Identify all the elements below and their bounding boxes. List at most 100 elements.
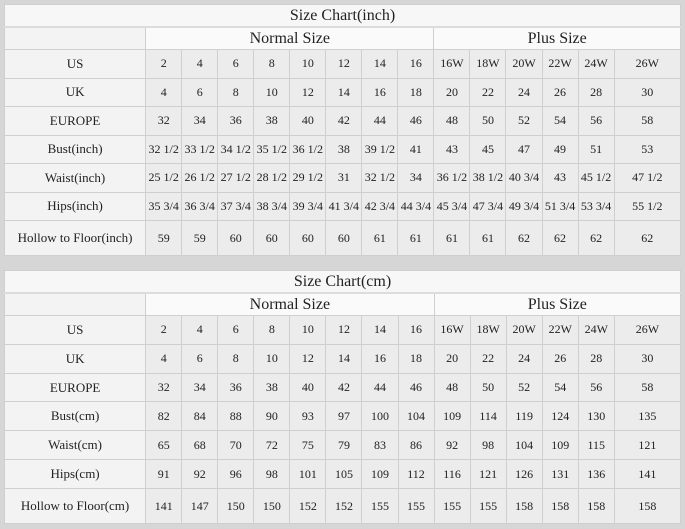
table-cell: 20W [505,315,543,345]
table-cell: 22W [541,49,579,79]
size-chart-inch-table: Size Chart(inch) Normal Size Plus Size US 2 4… [3,4,682,256]
row-label: UK [3,343,147,374]
table-cell: 42 3/4 [361,191,399,221]
table-cell: 141 [145,488,183,524]
table-row: Hips(inch) 35 3/4 36 3/4 37 3/4 38 3/4 39 3/4… [3,191,682,221]
table-cell: 55 1/2 [613,191,682,221]
table-row: Bust(inch) 32 1/2 33 1/2 34 1/2 35 1/2 36 1/2… [3,134,682,164]
table-cell: 4 [181,315,219,345]
table-cell: 32 1/2 [145,134,183,164]
table-cell: 83 [361,430,399,461]
table-cell: 158 [541,488,579,524]
table-cell: 158 [613,488,682,524]
table-cell: 46 [397,372,435,403]
table-row: Waist(inch) 25 1/2 26 1/2 27 1/2 28 1/2 29 1/… [3,163,682,193]
table-cell: 158 [577,488,615,524]
table-cell: 26W [613,315,682,345]
row-label: Hips(inch) [3,191,147,221]
table-cell: 104 [505,430,543,461]
table-cell: 155 [433,488,471,524]
table-row: UK 4 6 8 10 12 14 16 18 20 22 24 26 28 30 [3,343,682,374]
table-cell: 59 [181,220,219,256]
table-cell: 24W [577,315,615,345]
table-row: Hollow to Floor(cm) 141 147 150 150 152 152 155… [3,488,682,524]
table-cell: 36 [217,106,255,136]
table-cell: 38 1/2 [469,163,507,193]
table-row: Bust(cm) 82 84 88 90 93 97 100 104 109 114 119 124 13… [3,401,682,432]
table-cell: 34 [181,372,219,403]
table-cell: 14 [325,343,363,374]
table-cell: 20W [505,49,543,79]
table-cell: 52 [505,106,543,136]
table-cell: 39 1/2 [361,134,399,164]
table-cell: 96 [217,459,255,489]
table-cell: 24 [505,77,543,107]
table-cell: 45 [469,134,507,164]
table-cell: 24 [505,343,543,374]
table-cell: 61 [361,220,399,256]
table-cell: 42 [325,372,363,403]
table-cell: 33 1/2 [181,134,219,164]
table-cell: 22W [541,315,579,345]
table-cell: 8 [217,343,255,374]
table-cell: 26 [541,343,579,374]
table-cell: 109 [433,401,471,432]
table-cell: 58 [613,372,682,403]
table-cell: 49 3/4 [505,191,543,221]
table-cell: 38 [253,372,291,403]
table-cell: 34 1/2 [217,134,255,164]
table-cell: 51 3/4 [541,191,579,221]
table-cell: 4 [145,77,183,107]
table-cell: 16W [433,49,471,79]
table-cell: 6 [181,343,219,374]
table-cell: 10 [253,77,291,107]
table-cell: 98 [253,459,291,489]
row-label: US [3,49,147,79]
row-label: Hollow to Floor(cm) [3,488,147,524]
table-cell: 46 [397,106,435,136]
table-cell: 12 [325,49,363,79]
table-cell: 82 [145,401,183,432]
table-cell: 59 [145,220,183,256]
table-cell: 38 [253,106,291,136]
table-cell: 6 [217,49,255,79]
table-cell: 26W [613,49,682,79]
corner-cell [3,26,147,50]
group-header-row: Normal Size Plus Size [3,292,682,316]
row-label: EUROPE [3,106,147,136]
table-cell: 8 [253,49,291,79]
table-row: UK 4 6 8 10 12 14 16 18 20 22 24 26 28 30 [3,77,682,107]
table-cell: 29 1/2 [289,163,327,193]
row-label: Hips(cm) [3,459,147,489]
table-cell: 68 [181,430,219,461]
table-cell: 79 [325,430,363,461]
row-label: Waist(cm) [3,430,147,461]
table-cell: 116 [433,459,471,489]
row-label: EUROPE [3,372,147,403]
table-cell: 8 [217,77,255,107]
table-cell: 109 [361,459,399,489]
table-cell: 75 [289,430,327,461]
table-cell: 43 [433,134,471,164]
table-cell: 60 [253,220,291,256]
table-cell: 25 1/2 [145,163,183,193]
table-cell: 152 [325,488,363,524]
table-cell: 49 [541,134,579,164]
table-cell: 62 [613,220,682,256]
table-cell: 18 [397,343,435,374]
table-cell: 98 [469,430,507,461]
table-cell: 97 [325,401,363,432]
table-row: Hips(cm) 91 92 96 98 101 105 109 112 116 121 126 131… [3,459,682,489]
table-cell: 20 [433,343,471,374]
table-cell: 10 [289,315,327,345]
table-cell: 61 [397,220,435,256]
table-cell: 30 [613,77,682,107]
table-cell: 24W [577,49,615,79]
table-cell: 150 [217,488,255,524]
table-cell: 12 [289,343,327,374]
table-cell: 44 [361,372,399,403]
table-cell: 135 [613,401,682,432]
table-cell: 88 [217,401,255,432]
table-cell: 70 [217,430,255,461]
table-cell: 119 [505,401,543,432]
